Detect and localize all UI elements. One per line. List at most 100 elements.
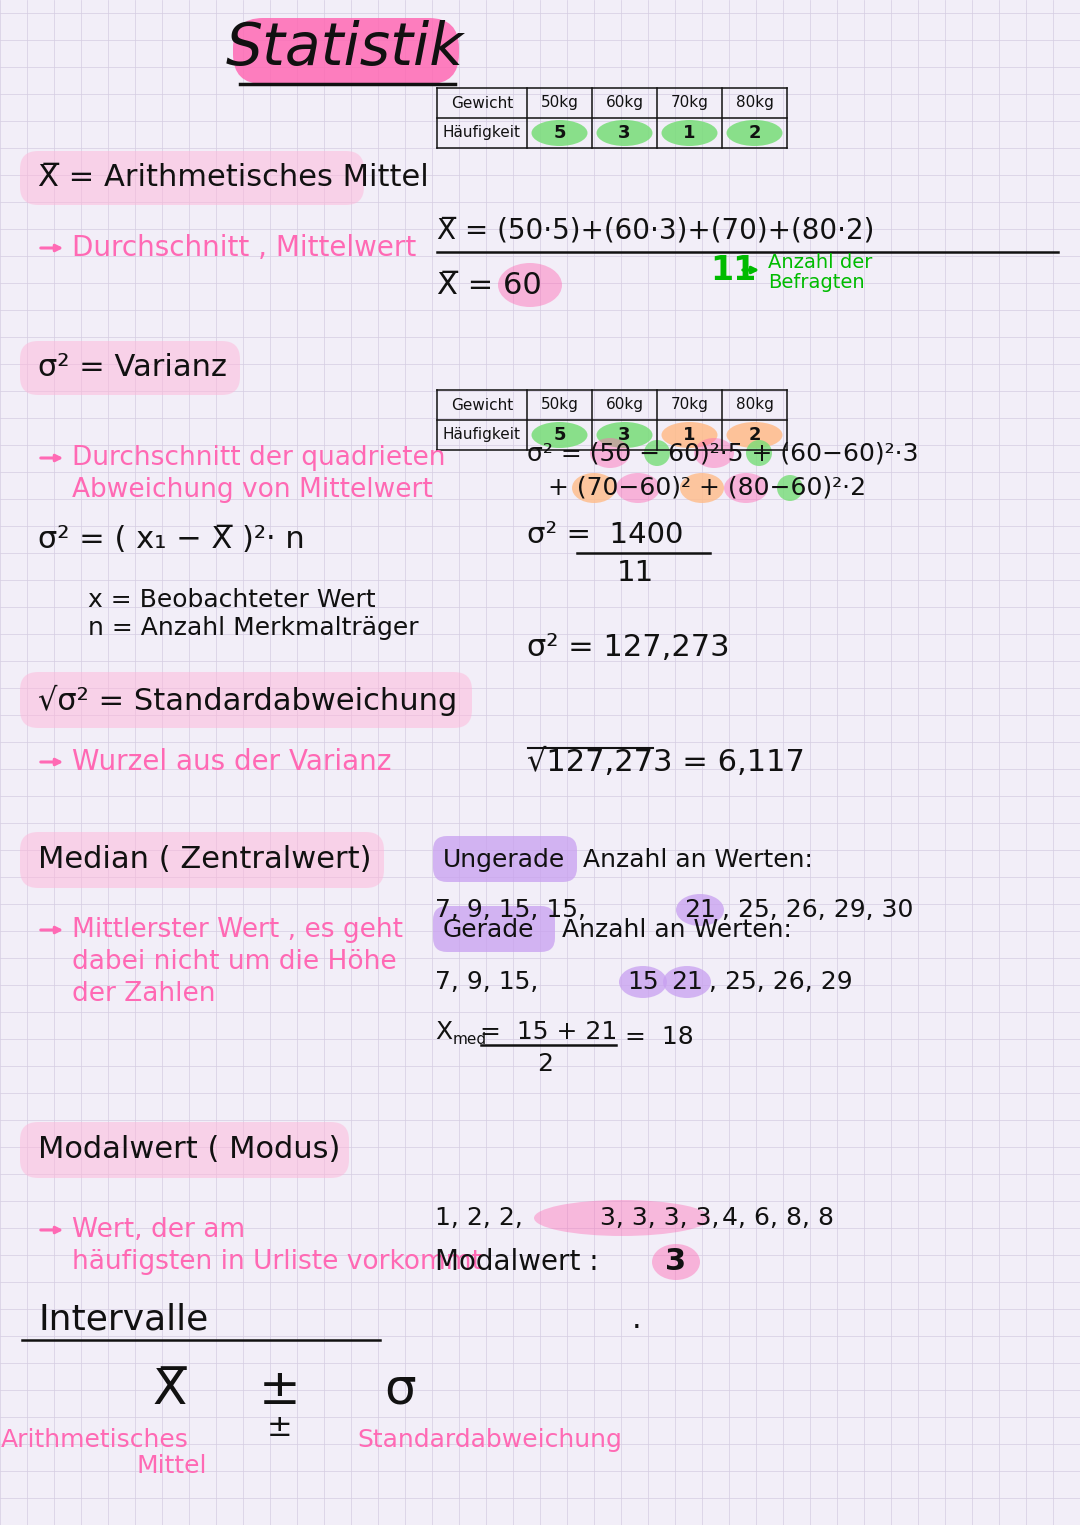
- FancyBboxPatch shape: [21, 673, 472, 727]
- FancyBboxPatch shape: [21, 1122, 349, 1177]
- Text: X: X: [435, 1020, 453, 1045]
- Text: 7, 9, 15,: 7, 9, 15,: [435, 970, 538, 994]
- FancyBboxPatch shape: [433, 906, 555, 952]
- Text: Befragten: Befragten: [768, 273, 865, 293]
- Text: dabei nicht um die Höhe: dabei nicht um die Höhe: [72, 949, 396, 974]
- Text: + (70−60)² + (80−60)²·2: + (70−60)² + (80−60)²·2: [548, 476, 866, 500]
- Ellipse shape: [727, 422, 783, 448]
- Text: 50kg: 50kg: [541, 96, 579, 110]
- Text: Median ( Zentralwert): Median ( Zentralwert): [38, 845, 372, 874]
- Text: 60kg: 60kg: [606, 398, 644, 412]
- FancyBboxPatch shape: [21, 151, 364, 204]
- Text: Standardabweichung: Standardabweichung: [357, 1427, 622, 1452]
- Text: Anzahl an Werten:: Anzahl an Werten:: [583, 848, 813, 872]
- Text: σ² = (50 − 60)²·5 + (60−60)²·3: σ² = (50 − 60)²·5 + (60−60)²·3: [527, 441, 918, 465]
- Text: ±: ±: [267, 1414, 293, 1443]
- Ellipse shape: [619, 965, 667, 997]
- Ellipse shape: [596, 422, 652, 448]
- Ellipse shape: [777, 474, 804, 502]
- Text: med: med: [453, 1032, 487, 1048]
- Text: 80kg: 80kg: [735, 96, 773, 110]
- Text: ±: ±: [259, 1366, 301, 1414]
- Text: σ² = 127,273: σ² = 127,273: [527, 633, 730, 662]
- Ellipse shape: [531, 120, 588, 146]
- Text: σ: σ: [384, 1366, 416, 1414]
- Ellipse shape: [534, 1200, 710, 1235]
- Text: Mittlerster Wert , es geht: Mittlerster Wert , es geht: [72, 917, 403, 942]
- Ellipse shape: [616, 473, 660, 503]
- Text: Anzahl der: Anzahl der: [768, 253, 873, 273]
- Ellipse shape: [572, 473, 616, 503]
- Ellipse shape: [663, 965, 711, 997]
- FancyBboxPatch shape: [21, 342, 240, 395]
- Ellipse shape: [498, 262, 562, 307]
- Text: σ² = ( x₁ − X̅ )²· n: σ² = ( x₁ − X̅ )²· n: [38, 526, 305, 555]
- Text: X̅ = Arithmetisches Mittel: X̅ = Arithmetisches Mittel: [38, 163, 429, 192]
- Text: , 25, 26, 29, 30: , 25, 26, 29, 30: [723, 898, 914, 923]
- Text: , 25, 26, 29: , 25, 26, 29: [708, 970, 852, 994]
- Text: 21: 21: [684, 898, 716, 923]
- Text: Intervalle: Intervalle: [38, 1302, 208, 1337]
- Text: der Zahlen: der Zahlen: [72, 981, 216, 1007]
- Text: Ungerade: Ungerade: [443, 848, 565, 872]
- Text: x = Beobachteter Wert: x = Beobachteter Wert: [87, 589, 376, 612]
- Text: 1: 1: [684, 425, 696, 444]
- Ellipse shape: [676, 894, 724, 926]
- Ellipse shape: [727, 120, 783, 146]
- Ellipse shape: [531, 422, 588, 448]
- Text: Durchschnitt der quadrieten: Durchschnitt der quadrieten: [72, 445, 446, 471]
- Text: √σ² = Standardabweichung: √σ² = Standardabweichung: [38, 685, 457, 715]
- Text: Durchschnitt , Mittelwert: Durchschnitt , Mittelwert: [72, 233, 416, 262]
- Text: n = Anzahl Merkmalträger: n = Anzahl Merkmalträger: [87, 616, 419, 640]
- Text: 5: 5: [553, 124, 566, 142]
- Ellipse shape: [596, 120, 652, 146]
- Ellipse shape: [680, 473, 724, 503]
- Text: 21: 21: [671, 970, 703, 994]
- Text: X̅ = (50·5)+(60·3)+(70)+(80·2): X̅ = (50·5)+(60·3)+(70)+(80·2): [437, 217, 875, 244]
- Text: Modalwert :: Modalwert :: [435, 1247, 617, 1276]
- Ellipse shape: [652, 1244, 700, 1279]
- Text: Wert, der am: Wert, der am: [72, 1217, 245, 1243]
- Ellipse shape: [746, 441, 772, 467]
- Text: häufigsten in Urliste vorkommt: häufigsten in Urliste vorkommt: [72, 1249, 482, 1275]
- Ellipse shape: [661, 120, 717, 146]
- Text: 2: 2: [748, 425, 760, 444]
- Text: σ² =  1400: σ² = 1400: [527, 522, 684, 549]
- Text: Abweichung von Mittelwert: Abweichung von Mittelwert: [72, 477, 433, 503]
- Text: 2: 2: [748, 124, 760, 142]
- Text: 7, 9, 15, 15,: 7, 9, 15, 15,: [435, 898, 586, 923]
- Text: 80kg: 80kg: [735, 398, 773, 412]
- Ellipse shape: [644, 441, 670, 467]
- Text: Mittel: Mittel: [137, 1453, 207, 1478]
- FancyBboxPatch shape: [233, 18, 459, 84]
- Text: Gewicht: Gewicht: [450, 398, 513, 412]
- Text: 3: 3: [618, 425, 631, 444]
- Text: 1, 2, 2,: 1, 2, 2,: [435, 1206, 523, 1231]
- Text: 70kg: 70kg: [671, 96, 708, 110]
- Text: Gerade: Gerade: [443, 918, 535, 942]
- Text: 11: 11: [617, 560, 653, 587]
- Text: 15: 15: [627, 970, 659, 994]
- Text: 3, 3, 3, 3,: 3, 3, 3, 3,: [600, 1206, 719, 1231]
- Text: Gewicht: Gewicht: [450, 96, 513, 110]
- Ellipse shape: [661, 422, 717, 448]
- Text: X̅ = 60: X̅ = 60: [437, 270, 542, 299]
- Text: 11: 11: [710, 253, 756, 287]
- Text: =  15 + 21: = 15 + 21: [480, 1020, 618, 1045]
- Text: 60kg: 60kg: [606, 96, 644, 110]
- Text: 1: 1: [684, 124, 696, 142]
- Text: 3: 3: [618, 124, 631, 142]
- Text: Häufigkeit: Häufigkeit: [443, 125, 521, 140]
- Text: 50kg: 50kg: [541, 398, 579, 412]
- Text: X̅: X̅: [153, 1366, 187, 1414]
- Ellipse shape: [694, 438, 734, 468]
- Text: Anzahl an Werten:: Anzahl an Werten:: [562, 918, 792, 942]
- Text: Wurzel aus der Varianz: Wurzel aus der Varianz: [72, 747, 391, 776]
- Text: Statistik: Statistik: [226, 20, 464, 76]
- Text: .: .: [632, 1305, 642, 1334]
- Text: Häufigkeit: Häufigkeit: [443, 427, 521, 442]
- Text: √127,273 = 6,117: √127,273 = 6,117: [527, 747, 805, 776]
- Text: =  18: = 18: [625, 1025, 693, 1049]
- FancyBboxPatch shape: [21, 833, 384, 888]
- Text: σ² = Varianz: σ² = Varianz: [38, 354, 227, 383]
